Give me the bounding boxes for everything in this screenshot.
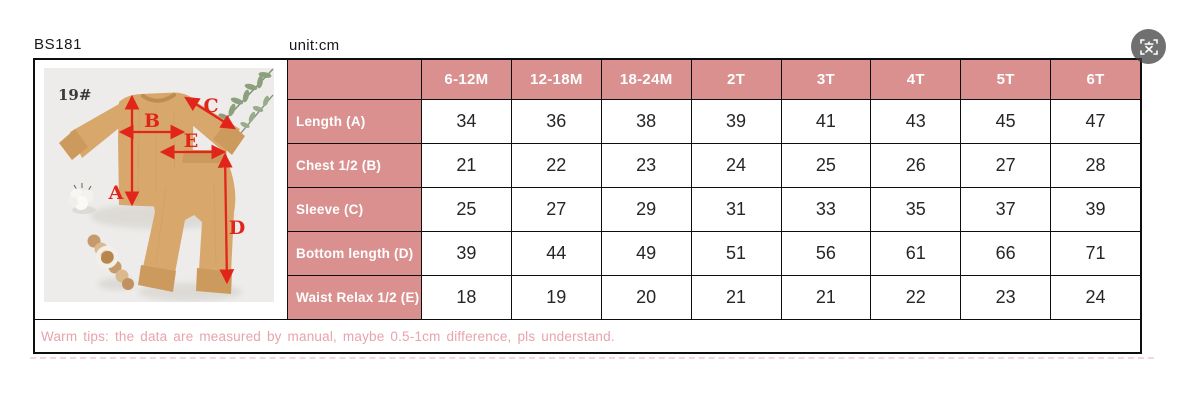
size-value: 27 [510, 187, 601, 231]
size-value: 36 [510, 99, 601, 143]
column-header: 5T [960, 60, 1051, 99]
size-value: 22 [510, 143, 601, 187]
size-value: 44 [510, 231, 601, 275]
translate-icon [1139, 38, 1158, 55]
arrow-d [217, 152, 235, 285]
arrow-c [184, 96, 236, 130]
row-label: Bottom length (D) [287, 231, 421, 275]
dashed-edge-decoration [30, 357, 1154, 359]
column-header: 6T [1050, 60, 1140, 99]
size-value: 27 [960, 143, 1051, 187]
size-value: 41 [780, 99, 871, 143]
size-table: A B C D E 19# 6-12M 12-18M 18-24M 2T 3T … [33, 58, 1142, 354]
size-value: 39 [1050, 187, 1140, 231]
size-value: 24 [1050, 275, 1140, 319]
column-header: 12-18M [510, 60, 601, 99]
corner-cell [287, 60, 421, 99]
size-value: 23 [960, 275, 1051, 319]
size-value: 33 [780, 187, 871, 231]
size-value: 38 [600, 99, 691, 143]
size-value: 20 [600, 275, 691, 319]
measure-label-b: B [144, 110, 160, 132]
measure-label-a: A [108, 182, 124, 204]
measure-label-e: E [184, 130, 198, 152]
row-label: Sleeve (C) [287, 187, 421, 231]
product-photo-cell: A B C D E 19# [35, 60, 287, 319]
row-label: Waist Relax 1/2 (E) [287, 275, 421, 319]
column-header: 2T [690, 60, 781, 99]
size-value: 71 [1050, 231, 1140, 275]
cotton-decoration [68, 183, 96, 214]
column-header: 18-24M [600, 60, 691, 99]
size-value: 51 [690, 231, 781, 275]
size-value: 45 [960, 99, 1051, 143]
bead-toy-decoration [87, 234, 134, 290]
size-value: 24 [690, 143, 781, 187]
size-value: 34 [421, 99, 511, 143]
measure-label-c: C [203, 95, 218, 117]
size-value: 56 [780, 231, 871, 275]
product-code: BS181 [34, 36, 83, 53]
size-value: 61 [870, 231, 961, 275]
column-header: 3T [780, 60, 871, 99]
measurement-arrows [118, 94, 236, 285]
size-value: 37 [960, 187, 1051, 231]
row-label: Chest 1/2 (B) [287, 143, 421, 187]
size-value: 35 [870, 187, 961, 231]
size-value: 31 [690, 187, 781, 231]
size-value: 49 [600, 231, 691, 275]
column-header: 6-12M [421, 60, 511, 99]
warm-tips: Warm tips: the data are measured by manu… [35, 319, 1140, 352]
size-value: 23 [600, 143, 691, 187]
size-value: 25 [421, 187, 511, 231]
size-value: 43 [870, 99, 961, 143]
size-value: 21 [690, 275, 781, 319]
size-value: 47 [1050, 99, 1140, 143]
size-value: 21 [780, 275, 871, 319]
size-value: 66 [960, 231, 1051, 275]
unit-label: unit:cm [289, 37, 340, 54]
variant-label: 19# [58, 86, 91, 104]
product-photo: A B C D E 19# [44, 68, 274, 302]
size-value: 26 [870, 143, 961, 187]
size-value: 19 [510, 275, 601, 319]
size-value: 29 [600, 187, 691, 231]
translate-button[interactable] [1131, 29, 1166, 64]
size-value: 39 [690, 99, 781, 143]
size-value: 25 [780, 143, 871, 187]
size-value: 18 [421, 275, 511, 319]
size-value: 22 [870, 275, 961, 319]
size-value: 21 [421, 143, 511, 187]
measure-label-d: D [229, 217, 245, 239]
column-header: 4T [870, 60, 961, 99]
size-value: 28 [1050, 143, 1140, 187]
size-value: 39 [421, 231, 511, 275]
row-label: Length (A) [287, 99, 421, 143]
